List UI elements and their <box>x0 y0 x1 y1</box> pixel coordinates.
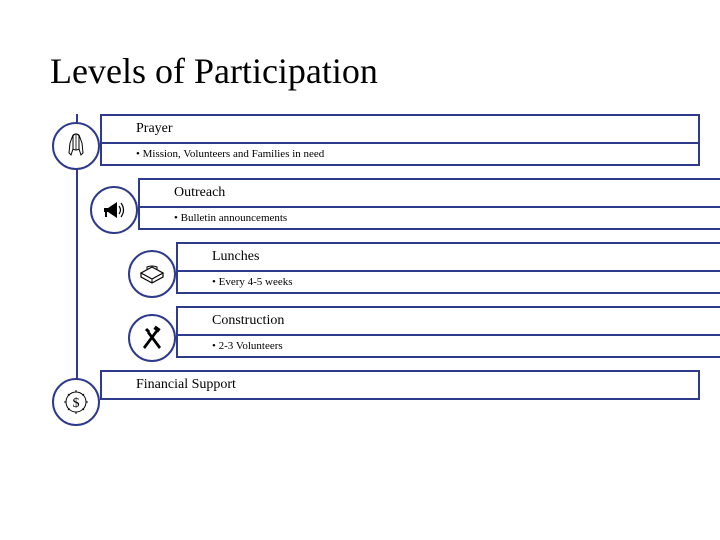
money-gear-icon: $ <box>52 378 100 426</box>
megaphone-icon <box>90 186 138 234</box>
level-row: Construction • 2-3 Volunteers <box>76 306 670 358</box>
level-label: Construction <box>176 306 720 336</box>
level-detail: • 2-3 Volunteers <box>176 334 720 358</box>
lunchbox-icon <box>128 250 176 298</box>
prayer-icon <box>52 122 100 170</box>
svg-text:$: $ <box>73 396 80 411</box>
level-label: Lunches <box>176 242 720 272</box>
level-detail: • Mission, Volunteers and Families in ne… <box>100 142 700 166</box>
level-label: Outreach <box>138 178 720 208</box>
level-detail: • Every 4-5 weeks <box>176 270 720 294</box>
tools-icon <box>128 314 176 362</box>
level-label: Prayer <box>100 114 700 144</box>
level-label: Financial Support <box>100 370 700 400</box>
levels-container: Prayer • Mission, Volunteers and Familie… <box>76 114 670 400</box>
level-detail: • Bulletin announcements <box>138 206 720 230</box>
level-row: Lunches • Every 4-5 weeks <box>76 242 670 294</box>
level-row: Outreach • Bulletin announcements <box>76 178 670 230</box>
level-row: Prayer • Mission, Volunteers and Familie… <box>76 114 670 166</box>
page-title: Levels of Participation <box>50 50 670 92</box>
level-row: $ Financial Support <box>76 370 670 400</box>
